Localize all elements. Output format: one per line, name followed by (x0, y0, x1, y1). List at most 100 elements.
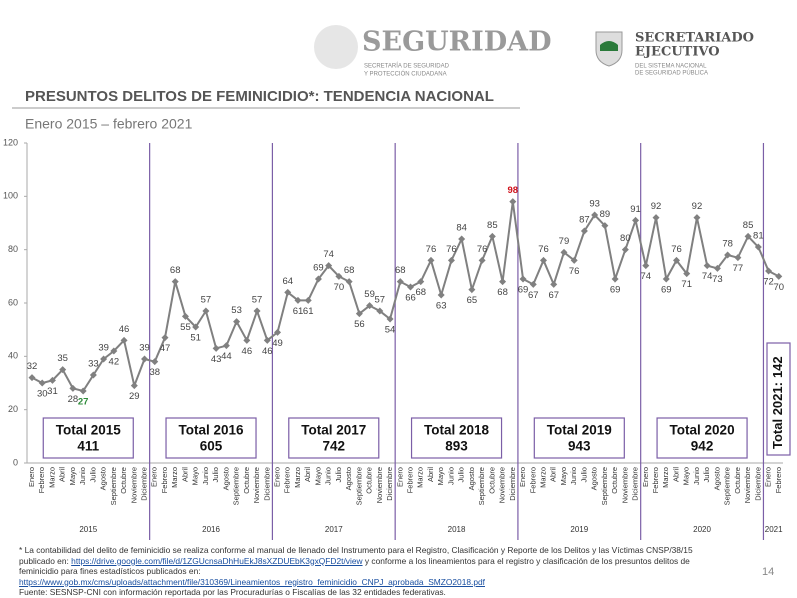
total-box (656, 417, 748, 459)
data-label: 46 (119, 324, 130, 335)
year-label: 2016 (202, 525, 220, 534)
marker (151, 358, 159, 366)
data-label: 76 (569, 266, 580, 277)
total-box (165, 417, 257, 459)
data-label: 55 (180, 322, 191, 333)
marker (632, 216, 640, 224)
data-label: 72 (763, 277, 774, 288)
data-label: 93 (589, 199, 600, 210)
x-tick-label: Octubre (487, 467, 496, 494)
x-tick-label: Septiembre (723, 467, 732, 505)
total-value: 943 (568, 439, 591, 454)
footnote-text: y conforme a los lineamientos para el re… (19, 555, 690, 577)
marker (417, 278, 425, 286)
brand-sub: Y PROTECCIÓN CIUDADANA (364, 71, 447, 78)
x-tick-label: Mayo (436, 467, 445, 485)
x-tick-label: Marzo (416, 467, 425, 488)
marker (171, 278, 179, 286)
data-label: 38 (149, 367, 160, 378)
x-tick-label: Mayo (68, 467, 77, 485)
x-tick-label: Mayo (559, 467, 568, 485)
marker (447, 256, 455, 264)
link[interactable]: https://www.gob.mx/cms/uploads/attachmen… (19, 576, 485, 587)
year-label: 2021 (765, 525, 783, 534)
org-sub: DE SEGURIDAD PÚBLICA (635, 70, 708, 77)
x-tick-label: Julio (702, 467, 711, 482)
link[interactable]: https://drive.google.com/file/d/1ZGUcnsa… (71, 555, 363, 566)
x-tick-label: Agosto (344, 467, 353, 490)
marker (611, 275, 619, 283)
series-line (31, 201, 780, 393)
x-tick-label: Agosto (99, 467, 108, 490)
marker (212, 344, 220, 352)
data-label: 68 (344, 265, 355, 276)
data-label: 74 (641, 271, 652, 282)
marker (580, 227, 588, 235)
footnote-text: * La contabilidad del delito de feminici… (19, 545, 693, 566)
total-value: 411 (77, 439, 99, 454)
x-tick-label: Diciembre (262, 467, 271, 501)
marker (540, 256, 547, 264)
x-tick-label: Julio (579, 467, 588, 482)
x-tick-label: Diciembre (753, 467, 762, 501)
marker (28, 374, 36, 382)
x-tick-label: Septiembre (477, 467, 486, 505)
x-tick-label: Marzo (661, 467, 670, 488)
marker (437, 291, 445, 299)
marker (222, 342, 230, 350)
x-tick-label: Febrero (774, 467, 783, 493)
data-label: 35 (57, 353, 68, 364)
marker (294, 296, 302, 304)
data-label: 47 (160, 343, 171, 354)
data-label: 80 (620, 233, 631, 244)
data-label: 87 (579, 215, 590, 226)
x-tick-label: Enero (764, 467, 773, 487)
marker (499, 278, 507, 286)
marker (141, 355, 149, 363)
data-label: 92 (692, 201, 703, 212)
data-label: 57 (252, 295, 263, 306)
data-label: 67 (528, 290, 539, 301)
x-tick-label: Mayo (313, 467, 322, 485)
data-label: 81 (753, 231, 764, 242)
x-tick-label: Junio (324, 467, 333, 485)
year-label: 2019 (570, 525, 588, 534)
data-label: 57 (201, 295, 212, 306)
marker (765, 267, 773, 275)
data-label: 46 (242, 346, 253, 357)
x-tick-label: Septiembre (354, 467, 363, 505)
y-tick-label: 60 (8, 297, 18, 307)
org: EJECUTIVO (635, 45, 720, 60)
total-label: Total 2017 (301, 423, 366, 438)
x-tick-label: Octubre (610, 467, 619, 494)
total-value: 605 (200, 439, 223, 454)
marker (601, 222, 609, 230)
y-tick-label: 80 (8, 244, 18, 254)
total-box (288, 417, 380, 459)
x-tick-label: Junio (201, 467, 210, 485)
marker (325, 262, 333, 270)
x-tick-label: Octubre (733, 467, 742, 494)
seal (314, 25, 358, 69)
data-label: 46 (262, 346, 273, 357)
data-label: 59 (364, 289, 375, 300)
data-label: 69 (610, 285, 621, 296)
data-label: 76 (426, 244, 437, 255)
year-label: 2017 (325, 525, 343, 534)
data-label: 91 (630, 204, 641, 215)
data-label: 69 (661, 285, 672, 296)
shield-detail (600, 41, 618, 51)
marker (591, 211, 599, 219)
brand-sub: SECRETARÍA DE SEGURIDAD (364, 63, 450, 70)
marker (233, 318, 241, 326)
marker (519, 275, 527, 283)
x-tick-label: Junio (78, 467, 87, 485)
marker (263, 336, 271, 344)
marker (652, 214, 660, 222)
data-label: 44 (221, 351, 232, 362)
total-value: 893 (445, 439, 468, 454)
x-tick-label: Noviembre (252, 467, 261, 503)
year-label: 2018 (448, 525, 466, 534)
x-tick-label: Febrero (160, 467, 169, 493)
x-tick-label: Diciembre (508, 467, 517, 501)
